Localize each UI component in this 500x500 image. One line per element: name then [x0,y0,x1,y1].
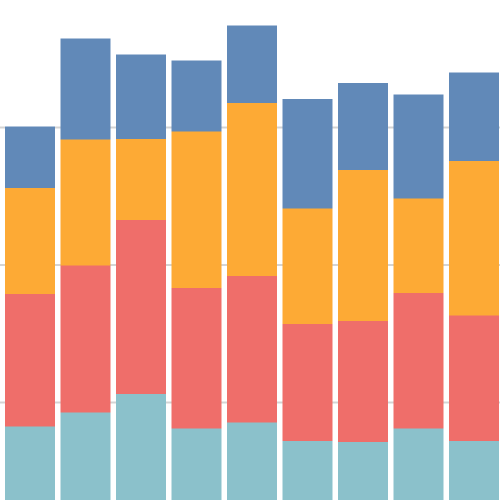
bar-segment-3-series-1 [171,288,222,429]
bar-segment-5-series-3 [282,99,333,209]
bar-segment-4-series-2 [227,103,277,276]
bar-segment-8-series-0 [449,441,499,500]
bar-segment-6-series-0 [338,442,388,500]
bar-segment-8-series-3 [449,72,499,161]
bar-segment-3-series-3 [171,60,222,132]
bar-segment-2-series-2 [116,139,166,220]
bar-segment-7-series-3 [393,94,444,199]
bar-segment-6-series-3 [338,83,388,170]
bar-segment-2-series-0 [116,394,166,500]
bar-segment-2-series-1 [116,220,166,394]
bar-segment-1-series-0 [60,412,111,500]
bar-segment-0-series-1 [5,294,55,427]
bar-segment-7-series-2 [393,198,444,293]
bar-segment-5-series-2 [282,208,333,324]
bars [5,25,499,500]
bar-segment-7-series-1 [393,293,444,429]
bar-segment-8-series-2 [449,161,499,316]
bar-segment-0-series-3 [5,126,55,188]
bar-segment-4-series-1 [227,276,277,423]
bar-segment-0-series-2 [5,188,55,294]
bar-segment-3-series-2 [171,131,222,288]
bar-segment-8-series-1 [449,315,499,441]
bar-segment-0-series-0 [5,426,55,500]
bar-segment-4-series-3 [227,25,277,103]
bar-segment-1-series-3 [60,38,111,140]
bar-segment-2-series-3 [116,54,166,139]
bar-segment-4-series-0 [227,422,277,500]
bar-segment-6-series-1 [338,321,388,442]
bar-segment-1-series-2 [60,139,111,266]
bar-segment-5-series-0 [282,441,333,500]
bar-segment-5-series-1 [282,324,333,441]
bar-segment-3-series-0 [171,428,222,500]
bar-segment-7-series-0 [393,428,444,500]
bar-segment-1-series-1 [60,265,111,413]
bar-segment-6-series-2 [338,170,388,321]
